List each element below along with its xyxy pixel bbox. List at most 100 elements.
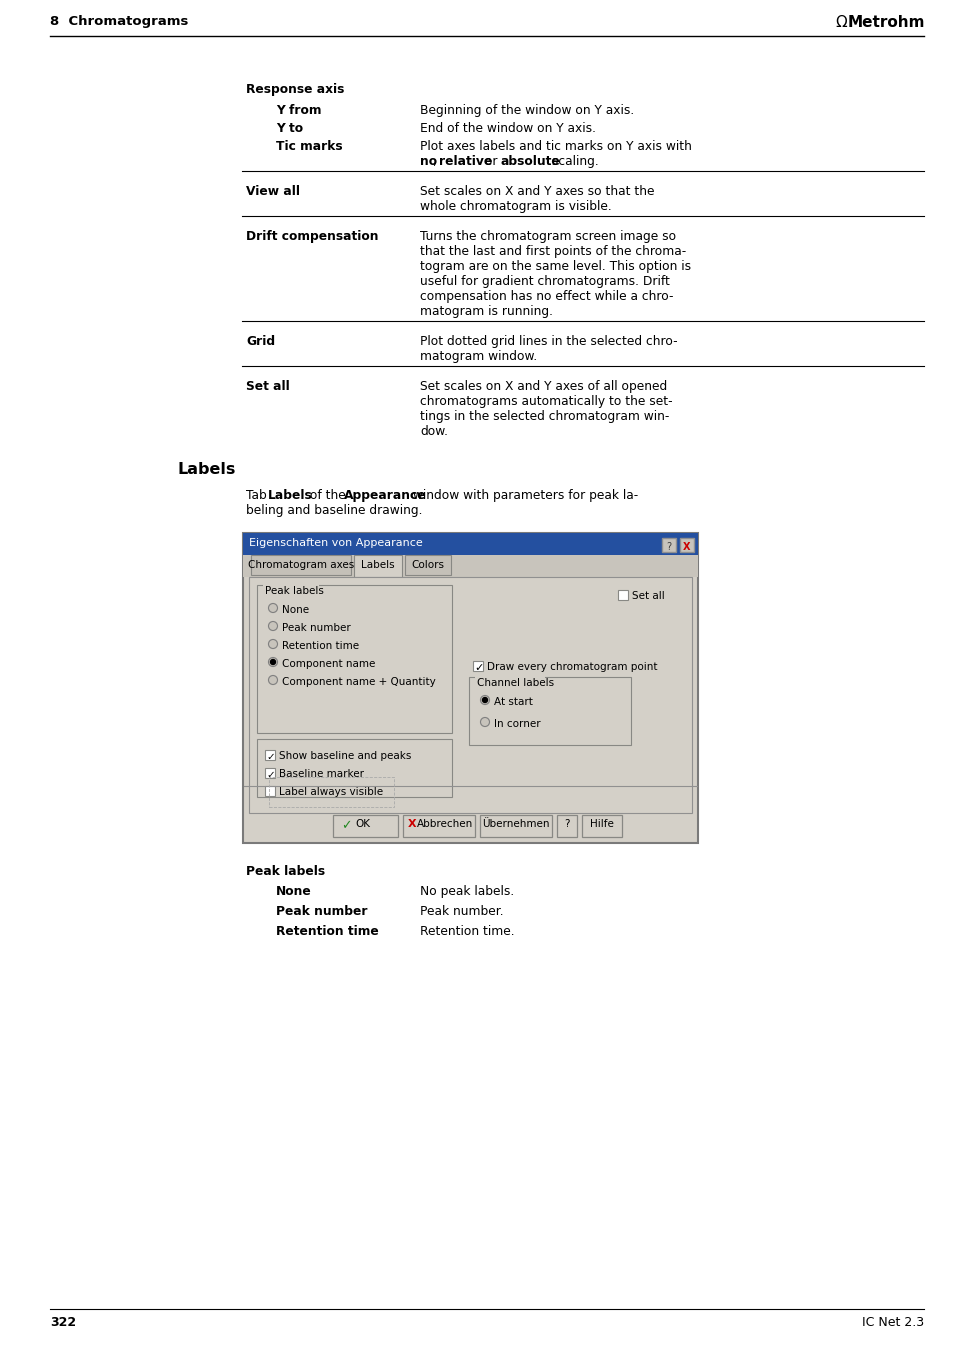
Text: Labels: Labels xyxy=(268,489,313,503)
Bar xyxy=(557,815,577,838)
Text: Drift compensation: Drift compensation xyxy=(246,230,378,243)
Text: Appearance: Appearance xyxy=(344,489,426,503)
Bar xyxy=(618,590,627,600)
Text: View all: View all xyxy=(246,185,299,199)
Text: End of the window on Y axis.: End of the window on Y axis. xyxy=(419,122,596,135)
Bar xyxy=(354,555,401,577)
Bar xyxy=(265,767,274,778)
Text: Y to: Y to xyxy=(275,122,303,135)
Text: No peak labels.: No peak labels. xyxy=(419,885,514,898)
Text: chromatograms automatically to the set-: chromatograms automatically to the set- xyxy=(419,394,672,408)
Bar xyxy=(256,585,452,734)
Text: beling and baseline drawing.: beling and baseline drawing. xyxy=(246,504,422,517)
Text: OK: OK xyxy=(355,819,370,830)
Bar xyxy=(251,555,351,576)
Text: Set scales on X and Y axes of all opened: Set scales on X and Y axes of all opened xyxy=(419,380,666,393)
Bar xyxy=(333,815,397,838)
Text: compensation has no effect while a chro-: compensation has no effect while a chro- xyxy=(419,290,673,303)
Text: ,: , xyxy=(433,155,439,168)
Text: Show baseline and peaks: Show baseline and peaks xyxy=(278,751,411,761)
Text: relative: relative xyxy=(438,155,492,168)
Text: None: None xyxy=(282,605,309,615)
Text: IC Net 2.3: IC Net 2.3 xyxy=(861,1316,923,1329)
Text: ?: ? xyxy=(666,542,671,551)
Text: or: or xyxy=(480,155,501,168)
Text: Labels: Labels xyxy=(178,462,236,477)
Text: Retention time: Retention time xyxy=(275,925,378,938)
Text: useful for gradient chromatograms. Drift: useful for gradient chromatograms. Drift xyxy=(419,276,669,288)
Text: Retention time.: Retention time. xyxy=(419,925,514,938)
Bar xyxy=(679,538,693,553)
Text: that the last and first points of the chroma-: that the last and first points of the ch… xyxy=(419,245,685,258)
Bar xyxy=(265,750,274,761)
Text: whole chromatogram is visible.: whole chromatogram is visible. xyxy=(419,200,611,213)
Bar xyxy=(473,661,482,671)
Text: matogram window.: matogram window. xyxy=(419,350,537,363)
Text: Tab: Tab xyxy=(246,489,271,503)
Text: matogram is running.: matogram is running. xyxy=(419,305,553,317)
Text: Abbrechen: Abbrechen xyxy=(416,819,473,830)
Text: Label always visible: Label always visible xyxy=(278,788,383,797)
Text: Metrohm: Metrohm xyxy=(847,15,924,30)
Text: Set scales on X and Y axes so that the: Set scales on X and Y axes so that the xyxy=(419,185,654,199)
Circle shape xyxy=(268,658,277,666)
Text: Component name: Component name xyxy=(282,659,375,669)
Bar xyxy=(661,538,676,553)
Bar xyxy=(475,673,544,684)
Circle shape xyxy=(482,697,487,703)
Text: X: X xyxy=(408,819,416,830)
Bar xyxy=(263,581,318,590)
Circle shape xyxy=(268,604,277,612)
Bar xyxy=(405,555,451,576)
Circle shape xyxy=(480,696,489,704)
Text: Grid: Grid xyxy=(246,335,274,349)
Bar xyxy=(243,534,698,555)
Text: ✓: ✓ xyxy=(266,770,274,780)
Text: Response axis: Response axis xyxy=(246,82,344,96)
Text: Beginning of the window on Y axis.: Beginning of the window on Y axis. xyxy=(419,104,634,118)
Text: Hilfe: Hilfe xyxy=(590,819,614,830)
Text: Labels: Labels xyxy=(361,561,395,570)
Text: Retention time: Retention time xyxy=(282,640,358,651)
Text: Baseline marker: Baseline marker xyxy=(278,769,364,780)
Text: At start: At start xyxy=(494,697,533,707)
Bar xyxy=(402,815,475,838)
Text: Peak labels: Peak labels xyxy=(246,865,325,878)
Text: ✓: ✓ xyxy=(340,819,351,832)
Circle shape xyxy=(271,659,275,665)
Text: dow.: dow. xyxy=(419,426,448,438)
Bar xyxy=(469,677,630,744)
Text: Set all: Set all xyxy=(246,380,290,393)
Text: None: None xyxy=(275,885,312,898)
Text: In corner: In corner xyxy=(494,719,540,730)
Bar xyxy=(479,815,552,838)
Bar xyxy=(249,577,691,813)
Text: ✓: ✓ xyxy=(266,753,274,762)
Bar xyxy=(581,815,621,838)
Text: Channel labels: Channel labels xyxy=(476,678,554,688)
Text: Peak number: Peak number xyxy=(282,623,351,634)
Text: Turns the chromatogram screen image so: Turns the chromatogram screen image so xyxy=(419,230,676,243)
Text: Eigenschaften von Appearance: Eigenschaften von Appearance xyxy=(249,538,422,549)
Text: of the: of the xyxy=(306,489,349,503)
Bar xyxy=(256,739,452,797)
Text: Component name + Quantity: Component name + Quantity xyxy=(282,677,436,688)
Text: window with parameters for peak la-: window with parameters for peak la- xyxy=(409,489,638,503)
Text: Peak number: Peak number xyxy=(275,905,367,917)
Circle shape xyxy=(268,676,277,685)
Text: ✓: ✓ xyxy=(474,663,483,673)
Text: Chromatogram axes: Chromatogram axes xyxy=(248,561,354,570)
Bar xyxy=(243,534,698,843)
Circle shape xyxy=(480,717,489,727)
Text: Set all: Set all xyxy=(631,590,664,601)
Text: absolute: absolute xyxy=(500,155,560,168)
Bar xyxy=(243,555,698,577)
Text: scaling.: scaling. xyxy=(547,155,598,168)
Circle shape xyxy=(268,621,277,631)
Text: Tic marks: Tic marks xyxy=(275,141,342,153)
Text: no: no xyxy=(419,155,436,168)
Text: Draw every chromatogram point: Draw every chromatogram point xyxy=(486,662,657,671)
Text: 8  Chromatograms: 8 Chromatograms xyxy=(50,15,188,28)
Circle shape xyxy=(268,639,277,648)
Text: Y from: Y from xyxy=(275,104,321,118)
